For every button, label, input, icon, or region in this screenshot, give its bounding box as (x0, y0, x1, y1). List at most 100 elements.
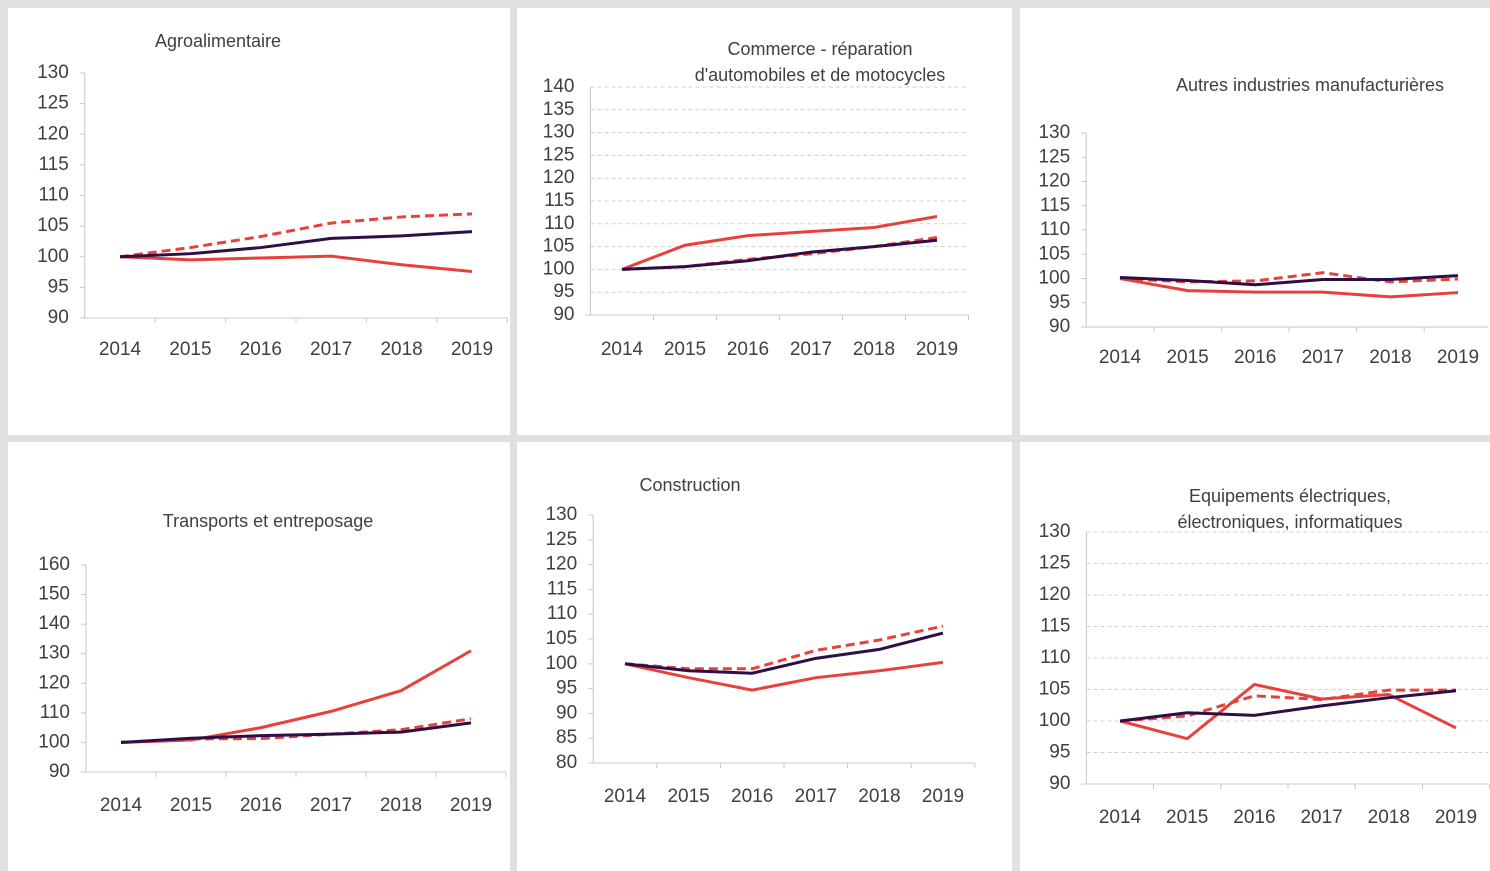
y-tick-label: 105 (37, 215, 69, 236)
series-line (119, 230, 473, 259)
y-tick-label: 120 (545, 554, 577, 575)
y-tick-label: 90 (49, 761, 70, 782)
y-tick-label: 90 (556, 702, 577, 723)
y-tick-label: 100 (545, 653, 577, 674)
y-tick-label: 100 (37, 246, 69, 267)
x-tick-label: 2017 (310, 795, 352, 816)
series-line (624, 624, 944, 671)
y-tick-label: 125 (545, 529, 577, 550)
y-tick-label: 115 (547, 578, 577, 599)
x-tick-label: 2018 (1368, 807, 1410, 828)
chart-title: Transports et entreposage (163, 511, 373, 531)
x-tick-label: 2019 (916, 339, 958, 360)
series-line (1119, 277, 1459, 299)
y-tick-label: 105 (1038, 243, 1070, 264)
panel (517, 442, 1012, 871)
series-line (624, 631, 944, 675)
y-tick-label: 125 (543, 144, 575, 165)
y-tick-label: 90 (553, 304, 574, 325)
series-line (119, 212, 473, 259)
y-tick-label: 130 (543, 122, 575, 143)
y-tick-label: 120 (38, 672, 70, 693)
y-tick-label: 100 (1038, 268, 1070, 289)
x-tick-label: 2016 (1234, 347, 1276, 368)
y-tick-label: 110 (1040, 647, 1070, 668)
y-tick-label: 110 (39, 185, 69, 206)
panel (517, 8, 1012, 435)
x-tick-label: 2019 (451, 339, 493, 360)
chart-title: Equipements électriques, (1189, 486, 1391, 506)
chart-title: Agroalimentaire (155, 31, 281, 51)
y-tick-label: 130 (38, 643, 70, 664)
y-tick-label: 95 (48, 276, 69, 297)
y-tick-label: 120 (543, 167, 575, 188)
panel (1020, 442, 1490, 871)
x-tick-label: 2018 (1369, 347, 1411, 368)
y-tick-label: 90 (1049, 773, 1070, 794)
y-tick-label: 130 (1038, 122, 1070, 143)
y-tick-label: 90 (1049, 316, 1070, 337)
chart-title: Autres industries manufacturières (1176, 75, 1444, 95)
y-tick-label: 105 (543, 236, 575, 257)
x-tick-label: 2016 (1233, 807, 1275, 828)
x-tick-label: 2015 (169, 339, 211, 360)
y-tick-label: 90 (48, 307, 69, 328)
x-tick-label: 2016 (240, 339, 282, 360)
x-tick-label: 2016 (240, 795, 282, 816)
series-line (1119, 274, 1459, 287)
x-tick-label: 2019 (1435, 807, 1477, 828)
y-tick-label: 135 (543, 99, 575, 120)
y-tick-label: 95 (556, 678, 577, 699)
y-tick-label: 100 (38, 731, 70, 752)
x-tick-label: 2017 (310, 339, 352, 360)
x-tick-label: 2014 (601, 339, 644, 360)
y-tick-label: 110 (544, 213, 574, 234)
x-tick-label: 2015 (1166, 347, 1208, 368)
y-tick-label: 110 (547, 603, 577, 624)
x-tick-label: 2017 (790, 339, 832, 360)
y-tick-label: 160 (38, 554, 70, 575)
x-tick-label: 2015 (1166, 807, 1208, 828)
y-tick-label: 100 (543, 258, 575, 279)
y-tick-label: 130 (545, 504, 577, 525)
x-tick-label: 2014 (604, 786, 647, 807)
series-line (1119, 688, 1456, 723)
y-tick-label: 130 (1039, 521, 1071, 542)
y-tick-label: 125 (37, 93, 69, 114)
y-tick-label: 120 (1038, 171, 1070, 192)
y-tick-label: 105 (1039, 679, 1071, 700)
panel (8, 442, 510, 871)
x-tick-label: 2018 (853, 339, 895, 360)
y-tick-label: 130 (37, 62, 69, 83)
y-tick-label: 115 (544, 190, 574, 211)
x-tick-label: 2014 (1099, 347, 1142, 368)
chart-title: d'automobiles et de motocycles (695, 65, 946, 85)
y-tick-label: 140 (543, 76, 575, 97)
x-tick-label: 2017 (1300, 807, 1342, 828)
y-tick-label: 150 (38, 584, 70, 605)
y-tick-label: 125 (1038, 146, 1070, 167)
x-tick-label: 2019 (450, 795, 492, 816)
x-tick-label: 2014 (1099, 807, 1142, 828)
x-tick-label: 2018 (380, 339, 422, 360)
series-line (621, 215, 938, 271)
series-line (1119, 689, 1457, 723)
y-tick-label: 115 (1040, 616, 1070, 637)
chart-title: Construction (639, 475, 740, 495)
y-tick-label: 120 (37, 123, 69, 144)
x-tick-label: 2016 (727, 339, 769, 360)
y-tick-label: 115 (1040, 195, 1070, 216)
y-tick-label: 95 (553, 281, 574, 302)
series-line (119, 254, 473, 273)
x-tick-label: 2014 (99, 339, 142, 360)
chart-title: Commerce - réparation (727, 39, 912, 59)
x-tick-label: 2015 (170, 795, 212, 816)
y-tick-label: 120 (1039, 584, 1071, 605)
x-tick-label: 2016 (731, 786, 773, 807)
y-tick-label: 115 (39, 154, 69, 175)
y-tick-label: 100 (1039, 710, 1071, 731)
x-tick-label: 2019 (1437, 347, 1479, 368)
x-tick-label: 2017 (1302, 347, 1344, 368)
y-tick-label: 125 (1039, 553, 1071, 574)
